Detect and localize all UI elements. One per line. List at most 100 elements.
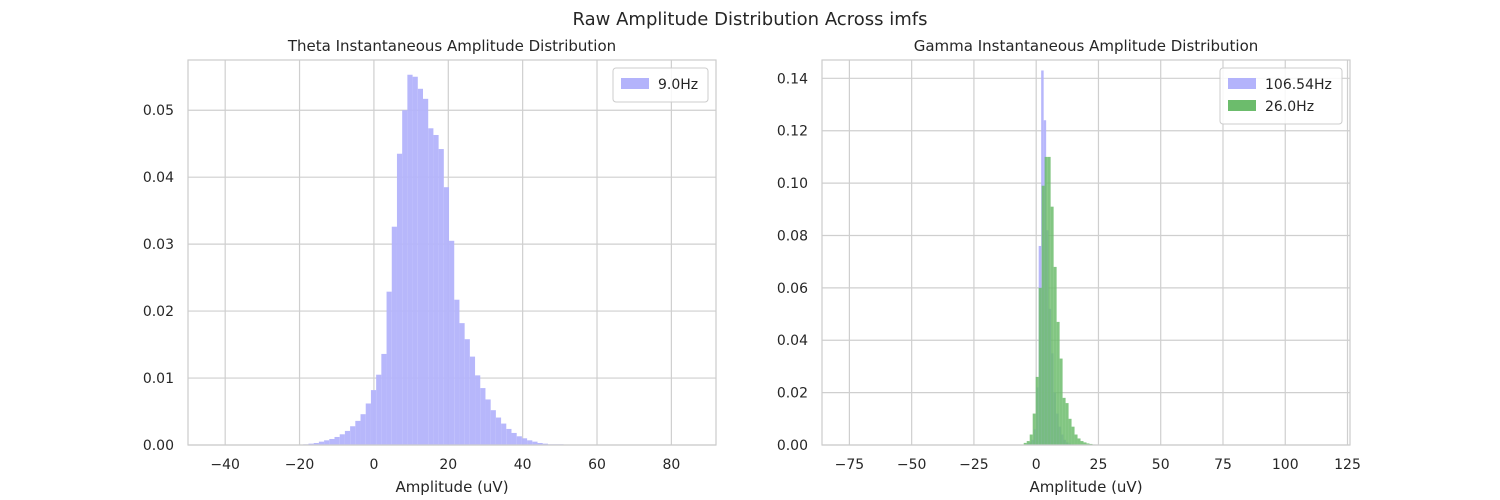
legend-box: [612, 67, 709, 103]
x-tick-label: 80: [662, 457, 680, 473]
histogram-bar: [480, 388, 486, 445]
x-axis-label: Amplitude (uV): [395, 478, 508, 496]
histogram-bar: [1071, 426, 1075, 445]
histogram-bar: [506, 428, 512, 445]
histogram-bar: [1056, 321, 1060, 445]
histogram-bar: [1059, 358, 1063, 445]
histogram-bar: [1047, 156, 1051, 445]
gamma-panel: −75 −50 −25 0 25 50 75 100 125 0.00 0.02 0.04 0.06 0.…: [777, 37, 1361, 496]
histogram-bar: [1077, 438, 1081, 445]
legend-swatch: [1228, 100, 1256, 111]
histogram-bar: [381, 353, 387, 445]
histogram-bar: [1050, 206, 1054, 445]
histogram-bar: [1032, 413, 1036, 445]
histogram-bar: [521, 438, 528, 445]
y-tick-label: 0.01: [143, 371, 174, 387]
histogram-bar: [334, 436, 340, 445]
x-tick-label: 60: [588, 457, 606, 473]
histogram-bar: [391, 226, 397, 445]
histogram-bar: [454, 299, 460, 445]
histogram-bar: [501, 423, 507, 445]
x-tick-label: −20: [285, 457, 315, 473]
x-tick-label: −40: [210, 457, 240, 473]
x-tick-label: 40: [514, 457, 532, 473]
y-tick-label: 0.05: [143, 103, 174, 119]
histogram-bar: [433, 134, 439, 445]
histogram-bar: [339, 434, 345, 445]
x-tick-label: −50: [897, 457, 927, 473]
x-axis-label: Amplitude (uV): [1029, 478, 1142, 496]
histogram-bar: [412, 76, 418, 445]
histogram-bar: [350, 426, 356, 445]
histogram-bar: [365, 403, 371, 445]
histogram-bar: [537, 442, 543, 445]
histogram-bar: [459, 323, 465, 445]
legend-swatch: [1228, 78, 1256, 89]
y-tick-label: 0.02: [143, 304, 174, 320]
histogram-bar: [475, 375, 481, 445]
histogram-bar: [308, 443, 314, 445]
histogram-bar: [1041, 185, 1045, 445]
panel-title: Gamma Instantaneous Amplitude Distributi…: [914, 37, 1259, 55]
histogram-bar: [1035, 376, 1039, 445]
histogram-bar: [1065, 403, 1069, 445]
theta-panel: −40 −20 0 20 40 60 80 0.00 0.01 0.02 0.03 0.04 0.05 T…: [143, 37, 717, 496]
figure-title: Raw Amplitude Distribution Across imfs: [573, 9, 928, 30]
legend: 106.54Hz 26.0Hz: [1219, 67, 1343, 125]
y-tick-label: 0.08: [777, 228, 808, 244]
series-26.0Hz: [1023, 156, 1102, 445]
histogram-bar: [344, 430, 351, 445]
histogram-bar: [329, 438, 335, 445]
x-tick-label: 0: [369, 457, 378, 473]
y-tick-label: 0.03: [143, 237, 174, 253]
histogram-bar: [355, 420, 361, 445]
histogram-bar: [428, 128, 434, 445]
panel-title: Theta Instantaneous Amplitude Distributi…: [287, 37, 616, 55]
x-tick-label: 75: [1214, 457, 1232, 473]
y-tick-label: 0.10: [777, 176, 808, 192]
histogram-bar: [511, 432, 517, 445]
histogram-bar: [516, 436, 522, 445]
histogram-bar: [402, 110, 408, 445]
plot-frame: [821, 59, 1351, 446]
x-tick-label: 125: [1334, 457, 1361, 473]
y-tick-label: 0.04: [143, 170, 174, 186]
histogram-bar: [1053, 266, 1057, 445]
histogram-bar: [495, 417, 502, 445]
histogram-bar: [438, 149, 444, 445]
x-tick-label: −25: [959, 457, 989, 473]
x-tick-label: 100: [1272, 457, 1299, 473]
histogram-bar: [469, 356, 476, 445]
histogram-bar: [417, 88, 423, 445]
x-tick-label: 25: [1090, 457, 1108, 473]
y-tick-label: 0.14: [777, 71, 808, 87]
histogram-bar: [360, 414, 366, 445]
series-9.0Hz: [303, 74, 564, 446]
histogram-bar: [370, 390, 377, 445]
histogram-bar: [542, 443, 548, 445]
plot-frame: [187, 59, 717, 446]
histogram-bar: [396, 153, 403, 445]
legend-label: 26.0Hz: [1265, 99, 1314, 115]
histogram-bar: [1062, 397, 1066, 445]
histogram-bar: [1086, 443, 1090, 445]
histogram-bar: [376, 374, 382, 445]
histogram-bar: [449, 240, 455, 445]
histogram-bar: [1038, 287, 1042, 445]
histogram-bar: [318, 441, 325, 445]
histogram-bar: [1026, 441, 1030, 445]
y-tick-label: 0.02: [777, 386, 808, 402]
y-tick-label: 0.04: [777, 333, 808, 349]
legend-swatch: [621, 78, 649, 89]
legend-label: 106.54Hz: [1265, 77, 1332, 93]
histogram-bar: [490, 410, 496, 445]
histogram-bar: [1080, 441, 1084, 445]
histogram-bar: [407, 74, 413, 445]
histogram-bar: [443, 187, 450, 445]
x-tick-label: −75: [835, 457, 865, 473]
histogram-bar: [1023, 442, 1027, 445]
x-tick-label: 50: [1152, 457, 1170, 473]
histogram-bar: [386, 291, 392, 445]
